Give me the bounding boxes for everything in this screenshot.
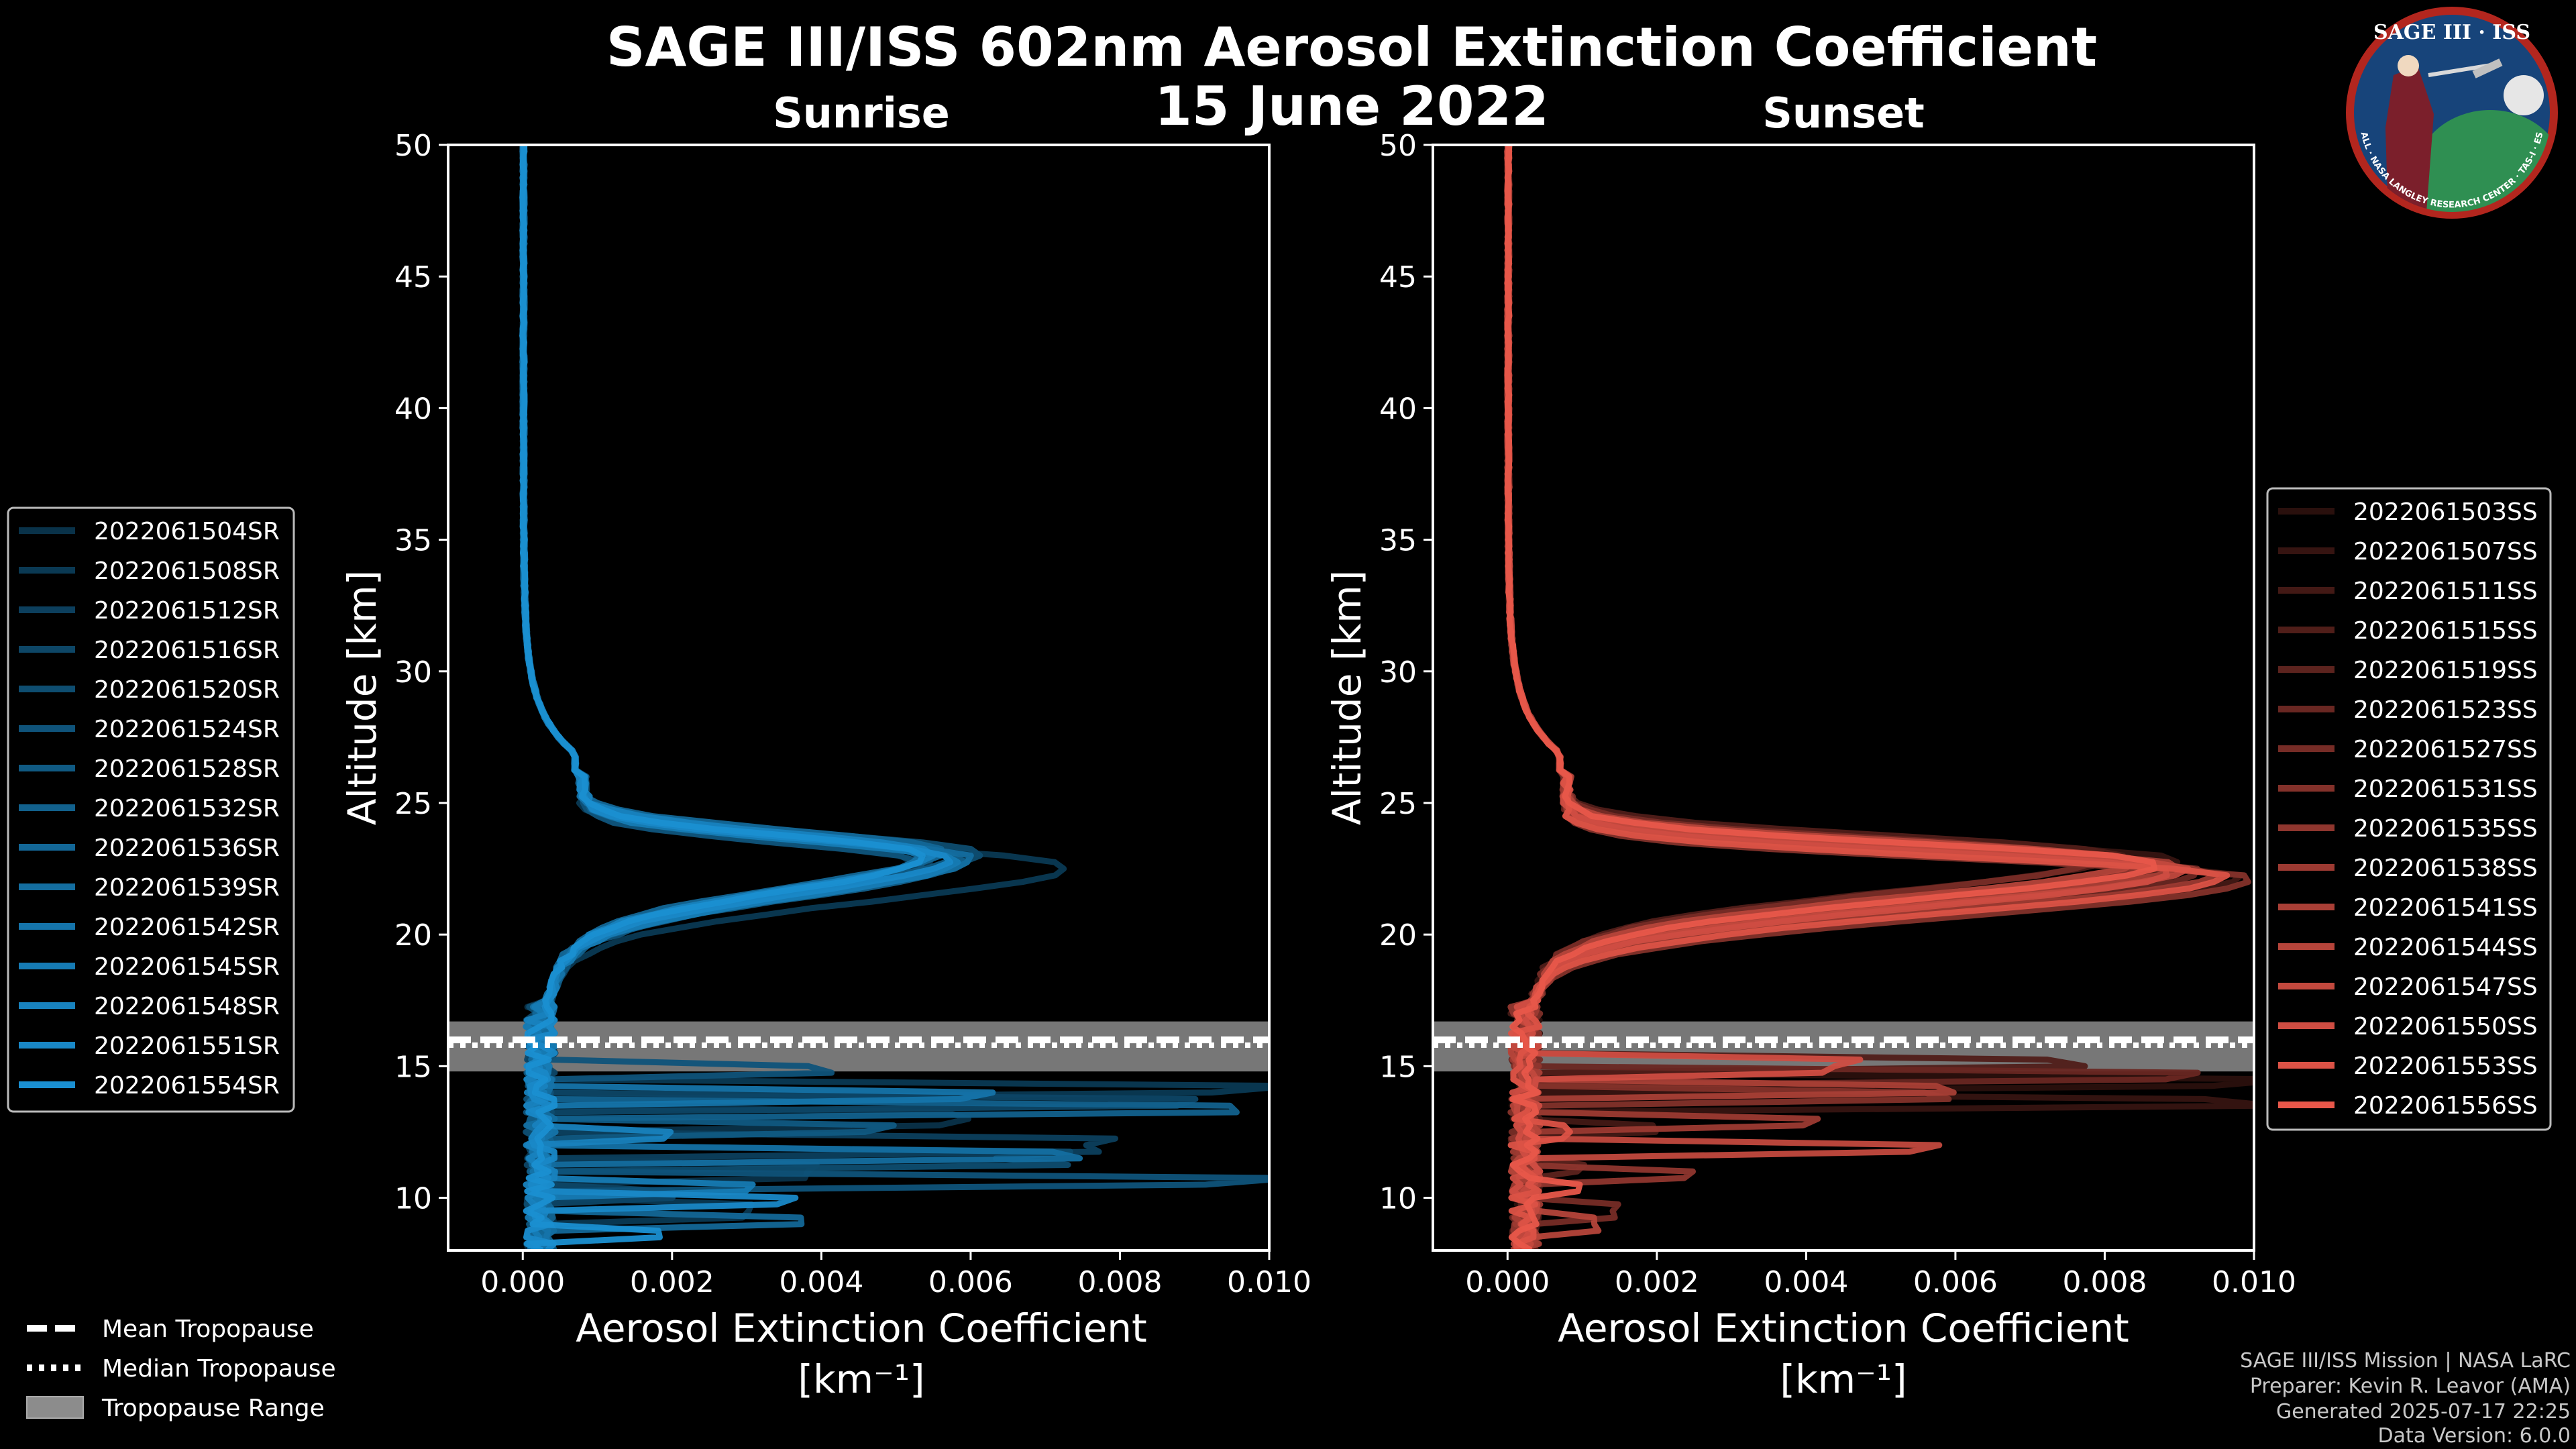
y-tick-label: 35: [394, 524, 432, 558]
profile-line-2022061554SR: [519, 145, 926, 1250]
legend-entry-2022061508SR: 2022061508SR: [94, 557, 280, 585]
footer-credits: SAGE III/ISS Mission | NASA LaRC Prepare…: [2240, 1349, 2571, 1448]
x-tick-label: 0.004: [1764, 1265, 1848, 1299]
y-tick-label: 25: [394, 787, 432, 821]
astronomer-figure: [2385, 66, 2434, 212]
legend-entry-2022061541SS: 2022061541SS: [2353, 894, 2538, 922]
legend-entry-2022061548SR: 2022061548SR: [94, 993, 280, 1020]
y-tick-label: 45: [1379, 260, 1417, 294]
footer-mission: SAGE III/ISS Mission | NASA LaRC: [2240, 1349, 2571, 1373]
legend-entry-2022061516SR: 2022061516SR: [94, 637, 280, 664]
tropopause-range-swatch: [26, 1396, 84, 1419]
profile-line-2022061556SS: [1504, 145, 2158, 1250]
legend-entry-2022061538SS: 2022061538SS: [2353, 855, 2538, 882]
legend-entry-2022061556SS: 2022061556SS: [2353, 1092, 2538, 1120]
legend-entry-2022061519SS: 2022061519SS: [2353, 657, 2538, 684]
legend-entry-2022061511SS: 2022061511SS: [2353, 578, 2538, 605]
x-tick-label: 0.008: [1077, 1265, 1162, 1299]
footer-generated: Generated 2025-07-17 22:25: [2276, 1400, 2571, 1424]
footer-preparer: Preparer: Kevin R. Leavor (AMA): [2250, 1375, 2571, 1398]
legend-entry-2022061535SS: 2022061535SS: [2353, 815, 2538, 843]
y-tick-label: 10: [1379, 1182, 1417, 1216]
x-tick-label: 0.008: [2062, 1265, 2147, 1299]
footer-data-version: Data Version: 6.0.0: [2378, 1424, 2571, 1448]
astronomer-head: [2398, 55, 2419, 76]
y-tick-label: 15: [1379, 1050, 1417, 1084]
tropopause-legend-label: Tropopause Range: [101, 1395, 325, 1422]
legend-entry-2022061545SR: 2022061545SR: [94, 953, 280, 981]
earth-limb: [2415, 110, 2551, 212]
legend-entry-2022061520SR: 2022061520SR: [94, 676, 280, 704]
legend-entry-2022061553SS: 2022061553SS: [2353, 1053, 2538, 1080]
sunset-panel-title: Sunset: [1762, 89, 1925, 138]
sunrise-panel: 0.000 0.002 0.004 0.006 0.008 0.010 10 15 20 25 3…: [339, 129, 1311, 1402]
figure-date: 15 June 2022: [1155, 75, 1549, 138]
legend-entry-2022061551SR: 2022061551SR: [94, 1032, 280, 1060]
legend-entry-2022061503SS: 2022061503SS: [2353, 498, 2538, 526]
y-tick-label: 35: [1379, 524, 1417, 558]
legend-entry-2022061512SR: 2022061512SR: [94, 597, 280, 625]
legend-entry-2022061515SS: 2022061515SS: [2353, 617, 2538, 645]
x-tick-label: 0.002: [630, 1265, 714, 1299]
legend-entry-2022061536SR: 2022061536SR: [94, 835, 280, 862]
y-tick-label: 15: [394, 1050, 432, 1084]
sunrise-x-axis-label: Aerosol Extinction Coefficient: [576, 1305, 1147, 1351]
y-tick-label: 40: [1379, 392, 1417, 426]
legend-entry-2022061527SS: 2022061527SS: [2353, 736, 2538, 763]
sunrise-panel-title: Sunrise: [773, 89, 950, 138]
y-tick-label: 10: [394, 1182, 432, 1216]
x-tick-label: 0.002: [1615, 1265, 1699, 1299]
x-tick-label: 0.000: [1465, 1265, 1550, 1299]
legend-entry-2022061547SS: 2022061547SS: [2353, 973, 2538, 1001]
legend-entry-2022061528SR: 2022061528SR: [94, 755, 280, 783]
logo-title-text: SAGE III · ISS: [2373, 21, 2530, 44]
y-tick-label: 45: [394, 260, 432, 294]
legend-entry-2022061544SS: 2022061544SS: [2353, 934, 2538, 961]
y-tick-label: 40: [394, 392, 432, 426]
legend-entry-2022061532SR: 2022061532SR: [94, 795, 280, 822]
x-tick-label: 0.006: [1913, 1265, 1998, 1299]
legend-entry-2022061542SR: 2022061542SR: [94, 914, 280, 941]
y-tick-label: 20: [394, 918, 432, 953]
legend-entry-2022061507SS: 2022061507SS: [2353, 538, 2538, 566]
legend-entry-2022061504SR: 2022061504SR: [94, 518, 280, 545]
x-tick-label: 0.000: [480, 1265, 565, 1299]
sunset-y-axis-label: Altitude [km]: [1324, 570, 1370, 825]
tropopause-legend: Mean Tropopause Median Tropopause Tropopau…: [26, 1316, 336, 1422]
legend-entry-2022061554SR: 2022061554SR: [94, 1072, 280, 1099]
sunset-x-axis-unit: [km⁻¹]: [1780, 1356, 1907, 1402]
sunset-legend: 2022061503SS 2022061507SS 2022061511SS 2022…: [2266, 487, 2552, 1131]
sunrise-plot-frame: [447, 144, 1271, 1252]
legend-entry-2022061523SS: 2022061523SS: [2353, 696, 2538, 724]
sunrise-y-axis-label: Altitude [km]: [339, 570, 385, 825]
sunset-x-axis-label: Aerosol Extinction Coefficient: [1558, 1305, 2129, 1351]
legend-frame: [7, 506, 295, 1113]
sunrise-x-axis-unit: [km⁻¹]: [798, 1356, 924, 1402]
y-tick-label: 50: [394, 129, 432, 163]
tropopause-legend-label: Mean Tropopause: [102, 1316, 314, 1343]
y-tick-label: 50: [1379, 129, 1417, 163]
sunset-panel: 0.000 0.002 0.004 0.006 0.008 0.010 10 15 20 25 3…: [1324, 129, 2296, 1402]
y-tick-label: 30: [394, 655, 432, 690]
legend-entry-2022061531SS: 2022061531SS: [2353, 775, 2538, 803]
legend-entry-2022061539SR: 2022061539SR: [94, 874, 280, 902]
moon-icon: [2504, 75, 2544, 115]
y-tick-label: 25: [1379, 787, 1417, 821]
y-tick-label: 30: [1379, 655, 1417, 690]
sunrise-legend: 2022061504SR 2022061508SR 2022061512SR 2022…: [7, 506, 295, 1113]
figure-title: SAGE III/ISS 602nm Aerosol Extinction Co…: [606, 16, 2097, 78]
x-tick-label: 0.006: [928, 1265, 1013, 1299]
iss-icon: [2472, 58, 2503, 78]
legend-frame: [2266, 487, 2552, 1131]
x-tick-label: 0.010: [2212, 1265, 2296, 1299]
tropopause-legend-label: Median Tropopause: [102, 1355, 336, 1383]
legend-entry-2022061524SR: 2022061524SR: [94, 716, 280, 743]
x-tick-label: 0.004: [779, 1265, 863, 1299]
x-tick-label: 0.010: [1227, 1265, 1311, 1299]
legend-entry-2022061550SS: 2022061550SS: [2353, 1013, 2538, 1040]
y-tick-label: 20: [1379, 918, 1417, 953]
sunset-plot-frame: [1432, 144, 2255, 1252]
